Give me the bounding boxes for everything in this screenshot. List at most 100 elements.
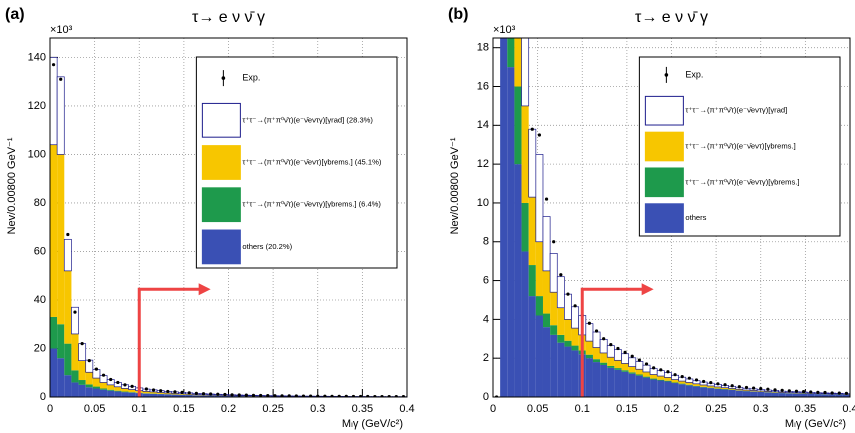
bar-segment bbox=[207, 395, 215, 397]
cut-arrow-head bbox=[198, 283, 211, 296]
bar-segment bbox=[85, 372, 93, 385]
data-point bbox=[766, 387, 770, 391]
bar-segment bbox=[678, 381, 686, 384]
y-tick-label: 100 bbox=[28, 148, 46, 160]
data-point bbox=[687, 376, 691, 380]
data-point bbox=[816, 390, 820, 394]
x-tick-label: 0.3 bbox=[310, 403, 325, 415]
bar-segment bbox=[507, 67, 515, 397]
data-point bbox=[330, 394, 334, 397]
bar-segment bbox=[785, 393, 793, 397]
data-point bbox=[109, 377, 113, 382]
bar-segment bbox=[764, 391, 772, 393]
data-point bbox=[780, 388, 784, 393]
bar-segment bbox=[57, 358, 65, 397]
x-tick-label: 0.35 bbox=[795, 403, 816, 415]
data-point bbox=[773, 388, 777, 392]
bar-segment bbox=[650, 378, 658, 380]
bar-segment bbox=[57, 324, 65, 359]
bar-segment bbox=[792, 393, 801, 397]
data-point bbox=[301, 394, 306, 397]
data-point bbox=[702, 379, 706, 384]
bar-segment bbox=[514, 86, 522, 165]
bar-segment bbox=[650, 379, 658, 397]
bar-segment bbox=[835, 394, 843, 397]
bar-segment bbox=[85, 384, 93, 388]
bar-segment bbox=[635, 361, 644, 370]
bar-segment bbox=[550, 292, 558, 326]
bar-segment bbox=[621, 353, 630, 364]
data-point bbox=[187, 391, 191, 395]
data-point bbox=[337, 394, 341, 397]
data-point bbox=[344, 394, 348, 397]
data-point bbox=[87, 359, 91, 363]
legend-label: τ⁺τ⁻→(π⁺π⁰ν̄τ)(e⁻ν̄eντ)[γbrems.] bbox=[685, 142, 795, 151]
bar-segment bbox=[614, 368, 622, 370]
bar-segment bbox=[185, 394, 193, 395]
data-point bbox=[544, 197, 549, 201]
bar-segment bbox=[142, 393, 150, 397]
bar-segment bbox=[57, 154, 65, 325]
legend-label: Exp. bbox=[242, 72, 260, 82]
bar-segment bbox=[542, 313, 551, 328]
bar-segment bbox=[692, 383, 701, 386]
data-point bbox=[366, 394, 370, 397]
bar-segment bbox=[71, 370, 79, 383]
bar-segment bbox=[621, 370, 629, 372]
data-point bbox=[723, 383, 727, 387]
data-point bbox=[566, 292, 570, 296]
bar-segment bbox=[614, 360, 622, 369]
y-tick-label: 4 bbox=[483, 313, 489, 325]
bar-segment bbox=[92, 369, 101, 379]
data-point bbox=[230, 393, 234, 397]
data-point bbox=[358, 394, 363, 397]
panel: (a) τ→ e ν ν̄ γ ×10³ Nev/0.00800 GeV⁻¹ Mₗγ (… bbox=[5, 6, 415, 430]
data-point bbox=[259, 393, 263, 397]
bar-segment bbox=[121, 392, 129, 397]
bar-segment bbox=[92, 378, 100, 387]
data-point bbox=[716, 382, 720, 386]
bar-segment bbox=[549, 253, 558, 293]
cut-arrow bbox=[580, 287, 644, 397]
legend-label: τ⁺τ⁻→(π⁺π⁰ν̄τ)(e⁻ν̄eντγ)[γbrems.] (6.4%) bbox=[242, 200, 381, 209]
bar-segment bbox=[628, 357, 637, 367]
bar-segment bbox=[700, 384, 708, 387]
bar-segment bbox=[556, 276, 565, 309]
bar-segment bbox=[642, 376, 651, 378]
bar-segment bbox=[807, 393, 815, 397]
y-tick-label: 80 bbox=[34, 197, 46, 209]
data-point bbox=[644, 362, 649, 366]
data-point bbox=[351, 394, 356, 397]
cut-arrow-head bbox=[641, 283, 654, 296]
bar-segment bbox=[600, 352, 608, 363]
x-tick-label: 0.35 bbox=[352, 403, 373, 415]
data-point bbox=[809, 390, 813, 394]
bar-segment bbox=[571, 345, 579, 351]
bar-segment bbox=[678, 384, 686, 397]
data-point bbox=[201, 392, 206, 396]
bar-segment bbox=[592, 331, 601, 348]
bar-segment bbox=[557, 307, 565, 335]
bar-segment bbox=[778, 393, 786, 397]
data-point bbox=[287, 394, 291, 397]
bar-segment bbox=[564, 346, 572, 397]
data-point bbox=[316, 394, 320, 397]
bar-segment bbox=[107, 384, 115, 390]
data-point bbox=[116, 380, 120, 385]
bar-segment bbox=[764, 392, 772, 397]
bar-segment bbox=[564, 340, 572, 347]
bar-segment bbox=[657, 379, 665, 381]
data-point bbox=[537, 133, 542, 137]
data-point bbox=[730, 384, 734, 388]
bar-segment bbox=[642, 371, 651, 377]
bar-segment bbox=[99, 389, 108, 397]
bar-segment bbox=[585, 358, 593, 397]
data-point bbox=[101, 373, 106, 377]
bar-segment bbox=[521, 251, 529, 397]
bar-segment bbox=[757, 391, 765, 397]
bar-segment bbox=[550, 325, 558, 335]
legend-swatch bbox=[201, 102, 241, 138]
bar-segment bbox=[657, 380, 665, 397]
bar-segment bbox=[628, 372, 636, 374]
bar-segment bbox=[685, 385, 693, 397]
